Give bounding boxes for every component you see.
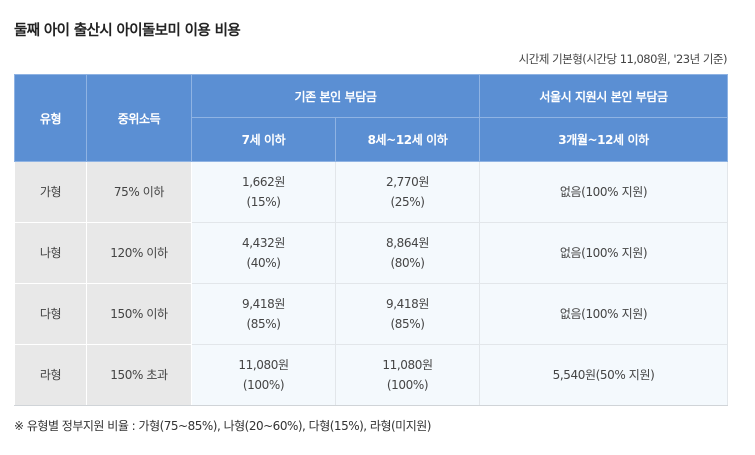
under7-amount: 1,662원 [242, 175, 285, 189]
row-type: 라형 [14, 344, 87, 406]
header-row-main: 유형 중위소득 기존 본인 부담금 서울시 지원시 본인 부담금 [14, 74, 729, 162]
cell-under7: 4,432원 (40%) [191, 222, 336, 284]
table-row: 가형 75% 이하 1,662원 (15%) 2,770원 (25%) 없음(1… [14, 161, 729, 223]
cell-8to12: 11,080원 (100%) [334, 344, 481, 406]
header-row-age: 7세 이하 8세~12세 이하 3개월~12세 이하 [15, 117, 729, 162]
row-income: 150% 초과 [86, 344, 192, 406]
cell-seoul: 없음(100% 지원) [479, 222, 729, 284]
table-row: 나형 120% 이하 4,432원 (40%) 8,864원 (80%) 없음(… [14, 222, 729, 284]
page-title: 둘째 아이 출산시 아이돌보미 이용 비용 [14, 23, 241, 39]
header-age-3m-to12: 3개월~12세 이하 [479, 117, 729, 162]
row-income: 150% 이하 [86, 283, 192, 345]
row-type: 나형 [14, 222, 87, 284]
header-income: 중위소득 [86, 74, 192, 162]
cell-under7: 11,080원 (100%) [191, 344, 336, 406]
header-age-under7: 7세 이하 [191, 117, 336, 162]
cell-8to12: 9,418원 (85%) [334, 283, 481, 345]
table-row: 다형 150% 이하 9,418원 (85%) 9,418원 (85%) 없음(… [14, 283, 729, 345]
age8to12-rate: (100%) [386, 378, 429, 392]
row-income: 75% 이하 [86, 161, 192, 223]
under7-amount: 4,432원 [242, 236, 285, 250]
header-age-8to12: 8세~12세 이하 [334, 117, 481, 162]
table-row: 라형 150% 초과 11,080원 (100%) 11,080원 (100%)… [14, 344, 729, 406]
footnote: ※ 유형별 정부지원 비율 : 가형(75~85%), 나형(20~60%), … [14, 419, 431, 433]
cell-under7: 1,662원 (15%) [191, 161, 336, 223]
cell-8to12: 2,770원 (25%) [334, 161, 481, 223]
age8to12-amount: 8,864원 [386, 236, 429, 250]
header-existing-burden: 기존 본인 부담금 [190, 74, 481, 118]
under7-rate: (85%) [246, 317, 281, 331]
age8to12-amount: 11,080원 [382, 358, 433, 372]
row-income: 120% 이하 [86, 222, 192, 284]
under7-amount: 11,080원 [238, 358, 289, 372]
row-type: 다형 [14, 283, 87, 345]
rate-note: 시간제 기본형(시간당 11,080원, '23년 기준) [518, 52, 728, 66]
header-seoul-burden: 서울시 지원시 본인 부담금 [479, 74, 729, 118]
age8to12-amount: 9,418원 [386, 297, 429, 311]
cell-under7: 9,418원 (85%) [191, 283, 336, 345]
under7-rate: (15%) [246, 195, 281, 209]
cell-seoul: 5,540원(50% 지원) [479, 344, 729, 406]
cell-seoul: 없음(100% 지원) [479, 283, 729, 345]
under7-amount: 9,418원 [242, 297, 285, 311]
under7-rate: (100%) [242, 378, 285, 392]
cell-8to12: 8,864원 (80%) [334, 222, 481, 284]
header-type: 유형 [14, 74, 87, 162]
under7-rate: (40%) [246, 256, 281, 270]
row-type: 가형 [14, 161, 87, 223]
age8to12-rate: (25%) [390, 195, 425, 209]
age8to12-amount: 2,770원 [386, 175, 429, 189]
cost-table: 유형 중위소득 기존 본인 부담금 서울시 지원시 본인 부담금 7세 이하 8… [14, 74, 729, 406]
age8to12-rate: (85%) [390, 317, 425, 331]
cell-seoul: 없음(100% 지원) [479, 161, 729, 223]
age8to12-rate: (80%) [390, 256, 425, 270]
